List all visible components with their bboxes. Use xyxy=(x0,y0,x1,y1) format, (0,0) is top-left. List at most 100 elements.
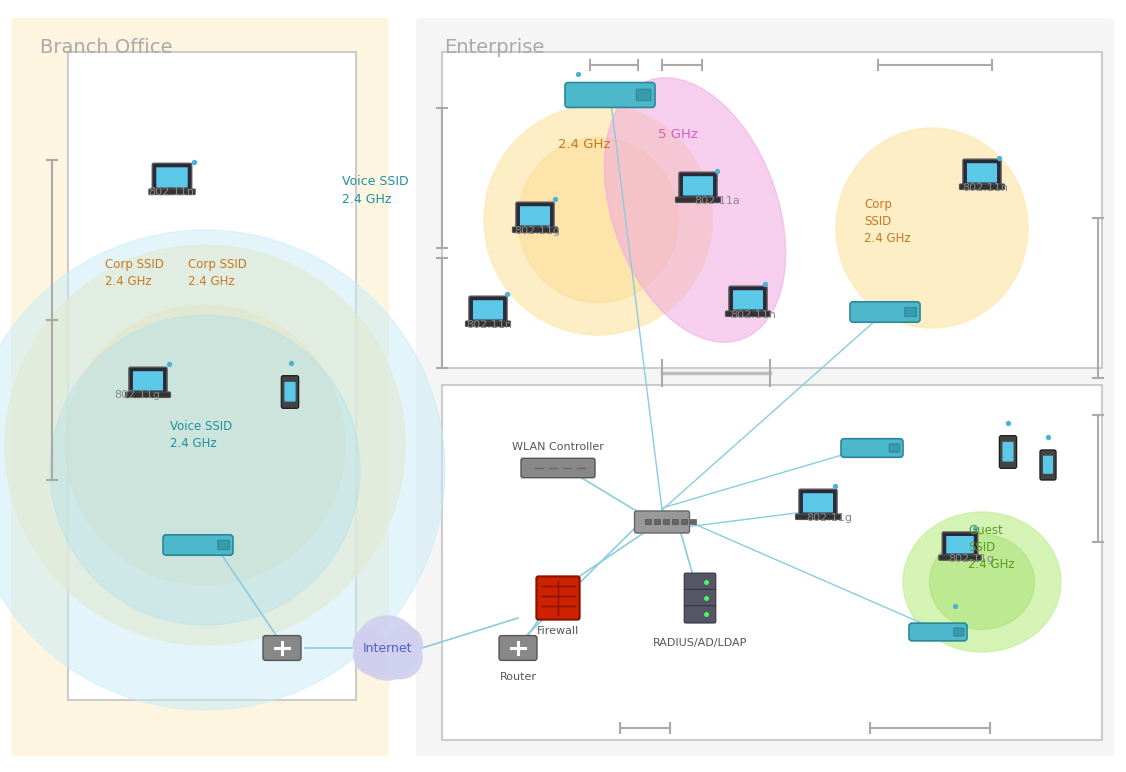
FancyBboxPatch shape xyxy=(263,635,301,660)
Circle shape xyxy=(378,635,422,679)
FancyBboxPatch shape xyxy=(152,164,191,191)
FancyBboxPatch shape xyxy=(473,300,503,320)
FancyBboxPatch shape xyxy=(149,189,195,195)
FancyBboxPatch shape xyxy=(1043,455,1053,474)
FancyBboxPatch shape xyxy=(68,52,356,700)
Text: 5 GHz: 5 GHz xyxy=(658,128,698,141)
FancyBboxPatch shape xyxy=(689,519,696,524)
Text: 802.11g: 802.11g xyxy=(513,226,560,236)
FancyBboxPatch shape xyxy=(676,197,721,202)
FancyBboxPatch shape xyxy=(536,577,580,620)
Text: RADIUS/AD/LDAP: RADIUS/AD/LDAP xyxy=(653,638,748,648)
FancyBboxPatch shape xyxy=(946,536,974,554)
Text: Branch Office: Branch Office xyxy=(41,38,172,57)
Circle shape xyxy=(0,230,445,710)
FancyBboxPatch shape xyxy=(512,227,557,232)
FancyBboxPatch shape xyxy=(415,18,1114,756)
Circle shape xyxy=(50,315,360,625)
FancyBboxPatch shape xyxy=(636,90,651,100)
Circle shape xyxy=(5,245,405,645)
FancyBboxPatch shape xyxy=(963,159,1001,187)
FancyBboxPatch shape xyxy=(465,321,510,327)
Text: 802.11n: 802.11n xyxy=(962,183,1008,193)
Text: Voice SSID
2.4 GHz: Voice SSID 2.4 GHz xyxy=(342,175,409,206)
FancyBboxPatch shape xyxy=(685,606,716,623)
FancyBboxPatch shape xyxy=(841,438,903,457)
FancyBboxPatch shape xyxy=(285,382,296,401)
FancyBboxPatch shape xyxy=(163,535,233,555)
FancyBboxPatch shape xyxy=(959,184,1004,189)
Text: 802.11g: 802.11g xyxy=(948,554,994,564)
FancyBboxPatch shape xyxy=(803,493,833,513)
Text: Firewall: Firewall xyxy=(537,626,579,636)
FancyBboxPatch shape xyxy=(942,532,977,557)
Text: Corp SSID
2.4 GHz: Corp SSID 2.4 GHz xyxy=(105,258,164,288)
Ellipse shape xyxy=(929,534,1035,629)
FancyBboxPatch shape xyxy=(217,540,230,550)
FancyBboxPatch shape xyxy=(679,172,717,199)
Circle shape xyxy=(354,635,393,675)
Circle shape xyxy=(354,628,385,660)
Text: 802.11n: 802.11n xyxy=(730,310,776,320)
FancyBboxPatch shape xyxy=(443,52,1102,368)
Circle shape xyxy=(65,305,345,585)
FancyBboxPatch shape xyxy=(685,573,716,591)
Circle shape xyxy=(355,616,419,680)
FancyBboxPatch shape xyxy=(795,514,840,520)
Text: 802.11n: 802.11n xyxy=(148,187,194,197)
Ellipse shape xyxy=(903,512,1061,652)
Text: Corp
SSID
2.4 GHz: Corp SSID 2.4 GHz xyxy=(864,198,911,245)
FancyBboxPatch shape xyxy=(954,628,964,636)
FancyBboxPatch shape xyxy=(634,511,689,533)
FancyBboxPatch shape xyxy=(890,444,900,452)
Text: Corp SSID
2.4 GHz: Corp SSID 2.4 GHz xyxy=(188,258,247,288)
Text: 2.4 GHz: 2.4 GHz xyxy=(558,138,610,151)
Ellipse shape xyxy=(484,105,712,335)
FancyBboxPatch shape xyxy=(565,83,655,107)
Text: Enterprise: Enterprise xyxy=(444,38,544,57)
FancyBboxPatch shape xyxy=(499,635,537,660)
FancyBboxPatch shape xyxy=(967,163,997,182)
Text: Internet: Internet xyxy=(363,642,412,655)
FancyBboxPatch shape xyxy=(443,385,1102,740)
FancyBboxPatch shape xyxy=(939,555,981,560)
FancyBboxPatch shape xyxy=(733,290,763,310)
FancyBboxPatch shape xyxy=(644,519,651,524)
FancyBboxPatch shape xyxy=(850,302,920,322)
Text: WLAN Controller: WLAN Controller xyxy=(512,442,604,452)
FancyBboxPatch shape xyxy=(1040,450,1056,480)
FancyBboxPatch shape xyxy=(653,519,660,524)
Text: Guest
SSID
2.4 GHz: Guest SSID 2.4 GHz xyxy=(968,524,1015,571)
FancyBboxPatch shape xyxy=(799,489,837,516)
Text: 802.11a: 802.11a xyxy=(694,196,740,206)
Text: Voice SSID
2.4 GHz: Voice SSID 2.4 GHz xyxy=(170,420,232,450)
FancyBboxPatch shape xyxy=(1002,442,1013,462)
FancyBboxPatch shape xyxy=(683,176,713,195)
Text: 802.11n: 802.11n xyxy=(466,320,512,330)
FancyBboxPatch shape xyxy=(671,519,678,524)
FancyBboxPatch shape xyxy=(662,519,669,524)
FancyBboxPatch shape xyxy=(516,202,554,229)
FancyBboxPatch shape xyxy=(729,286,767,313)
Ellipse shape xyxy=(835,128,1028,328)
FancyBboxPatch shape xyxy=(11,18,388,756)
Text: Router: Router xyxy=(500,672,536,682)
FancyBboxPatch shape xyxy=(282,376,298,408)
FancyBboxPatch shape xyxy=(468,296,507,323)
Text: 802.11g: 802.11g xyxy=(806,513,852,523)
FancyBboxPatch shape xyxy=(725,311,770,317)
FancyBboxPatch shape xyxy=(157,168,188,188)
FancyBboxPatch shape xyxy=(133,371,163,391)
FancyBboxPatch shape xyxy=(685,589,716,607)
Text: 802.11g: 802.11g xyxy=(114,390,160,400)
FancyBboxPatch shape xyxy=(1000,435,1017,469)
FancyBboxPatch shape xyxy=(680,519,687,524)
FancyBboxPatch shape xyxy=(909,623,967,641)
FancyBboxPatch shape xyxy=(125,392,170,398)
Ellipse shape xyxy=(518,137,678,303)
FancyBboxPatch shape xyxy=(129,367,167,394)
Circle shape xyxy=(387,627,422,662)
FancyBboxPatch shape xyxy=(905,307,917,317)
FancyBboxPatch shape xyxy=(520,206,549,225)
Ellipse shape xyxy=(605,78,786,342)
